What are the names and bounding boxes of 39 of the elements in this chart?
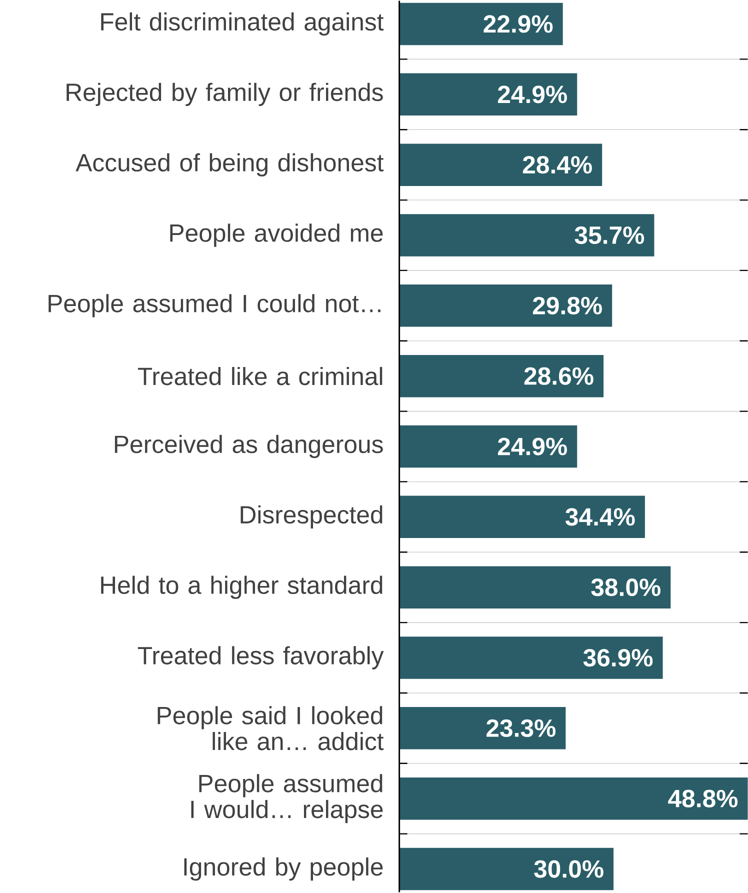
y-tick-label: Perceived as dangerous xyxy=(114,434,383,458)
y-tick-label: Ignored by people xyxy=(184,857,383,881)
bar xyxy=(399,284,612,327)
y-tick-label: People assumed I would… relapse xyxy=(191,774,383,824)
data-label: 34.4% xyxy=(565,508,635,526)
data-label: 36.9% xyxy=(583,648,652,667)
data-label: 29.8% xyxy=(532,296,602,314)
y-tick-label: People avoided me xyxy=(170,224,382,247)
y-tick-label: People assumed I could not… xyxy=(48,294,380,318)
bar xyxy=(399,777,748,820)
data-label: 28.4% xyxy=(522,156,592,174)
data-label: 35.7% xyxy=(574,226,644,244)
bar xyxy=(399,636,663,679)
bar xyxy=(399,2,563,46)
y-tick-label: Rejected by family or friends xyxy=(66,82,383,106)
bar xyxy=(399,425,577,468)
y-tick-label: Accused of being dishonest xyxy=(75,153,384,176)
bar xyxy=(399,566,670,608)
data-label: 30.0% xyxy=(534,860,604,878)
data-label: 23.3% xyxy=(486,719,556,738)
bar xyxy=(399,496,645,538)
data-label: 48.8% xyxy=(668,790,738,808)
bar xyxy=(399,707,566,750)
data-label: 24.9% xyxy=(498,86,567,104)
y-tick-label: Treated like a criminal xyxy=(138,366,382,386)
bar xyxy=(399,73,577,116)
bar xyxy=(399,354,604,398)
bar xyxy=(399,214,654,256)
y-tick-label: Disrespected xyxy=(240,505,382,529)
y-tick-label: Felt discriminated against xyxy=(101,12,384,36)
y-tick-label: Held to a higher standard xyxy=(100,576,382,599)
data-label: 28.6% xyxy=(524,367,594,385)
y-tick-label: People said I looked like an… addict xyxy=(158,706,384,750)
data-label: 38.0% xyxy=(591,578,660,596)
bar xyxy=(399,848,614,890)
data-label: 22.9% xyxy=(484,15,552,33)
y-tick-label: Treated less favorably xyxy=(138,646,384,670)
bar xyxy=(399,144,602,186)
data-label: 24.9% xyxy=(498,438,567,456)
